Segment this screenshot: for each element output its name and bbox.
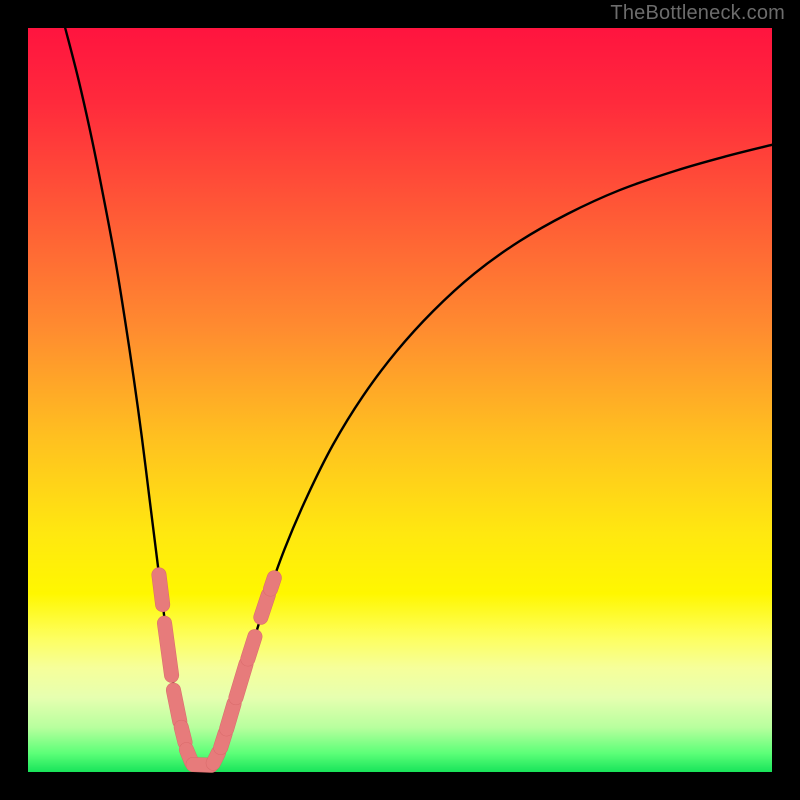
marker-segment [248,637,255,659]
watermark-text: TheBottleneck.com [610,2,785,25]
marker-segment [261,595,268,617]
marker-segment [181,727,185,742]
marker-segment [227,704,234,729]
curve-left [65,28,202,772]
marker-segment [173,690,179,721]
marker-segment [165,623,172,675]
plot-area [28,28,772,772]
curve-layer [28,28,772,772]
marker-segment [271,578,275,589]
curve-right [202,145,772,772]
marker-segment [159,575,163,605]
marker-segment [236,664,246,697]
